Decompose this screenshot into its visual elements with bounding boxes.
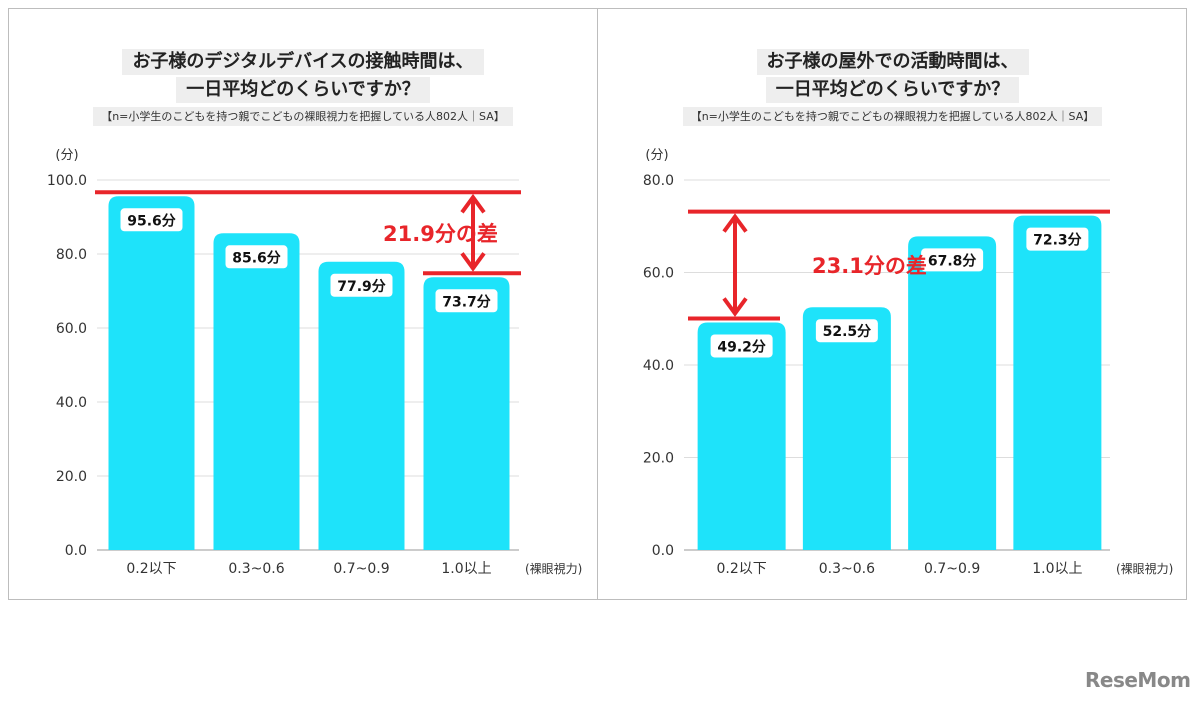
data-label: 95.6分 xyxy=(127,213,176,229)
data-label: 73.7分 xyxy=(442,294,491,310)
data-label-box xyxy=(1026,227,1089,251)
y-tick-label: 100.0 xyxy=(47,173,87,189)
y-tick-label: 20.0 xyxy=(643,451,674,467)
difference-annotation: 21.9分の差 xyxy=(383,222,498,246)
y-axis-label: (分) xyxy=(55,148,78,163)
difference-annotation: 23.1分の差 xyxy=(812,254,927,278)
chart-title-block: お子様の屋外での活動時間は、 一日平均どのくらいですか？ 【n=小学生のこどもを… xyxy=(598,48,1187,126)
data-label: 49.2分 xyxy=(717,339,766,355)
chart-title-line2: 一日平均どのくらいですか？ xyxy=(765,77,1020,103)
data-label-box xyxy=(435,289,498,313)
data-label-box xyxy=(710,334,773,358)
y-tick-label: 40.0 xyxy=(56,395,87,411)
x-axis-label: (裸眼視力) xyxy=(525,561,582,576)
chart-title-block: お子様のデジタルデバイスの接触時間は、 一日平均どのくらいですか？ 【n=小学生… xyxy=(9,48,597,126)
x-tick-label: 0.2以下 xyxy=(716,561,766,577)
y-axis-label: (分) xyxy=(645,148,668,163)
difference-arrow-head-bottom xyxy=(722,297,748,317)
bar-chart-outdoor-activity: (分) 0.0 20.0 40.0 60.0 80.0 49.2分 0.2以下 52.5分 0.3… xyxy=(643,148,1174,577)
bar xyxy=(697,322,786,550)
chart-panel-digital-device: お子様のデジタルデバイスの接触時間は、 一日平均どのくらいですか？ 【n=小学生… xyxy=(9,8,597,600)
resemom-logo: ReseMom xyxy=(1085,668,1191,692)
difference-arrow-head-top xyxy=(722,213,748,233)
y-tick-label: 0.0 xyxy=(652,543,674,559)
difference-arrow-head-top xyxy=(460,193,486,214)
x-tick-label: 0.7~0.9 xyxy=(333,561,389,577)
chart-subtitle: 【n=小学生のこどもを持つ親でこどもの裸眼視力を把握している人802人｜SA】 xyxy=(93,107,513,126)
bar xyxy=(802,307,891,550)
y-tick-label: 60.0 xyxy=(56,321,87,337)
y-tick-label: 20.0 xyxy=(56,469,87,485)
panel-divider xyxy=(597,8,598,600)
y-tick-label: 60.0 xyxy=(643,266,674,282)
x-axis-label: (裸眼視力) xyxy=(1116,561,1173,576)
data-label: 72.3分 xyxy=(1033,233,1082,249)
x-tick-label: 0.2以下 xyxy=(126,561,176,577)
x-tick-label: 1.0以上 xyxy=(1032,561,1082,577)
data-label-box xyxy=(921,248,984,272)
bar xyxy=(213,233,300,550)
chart-title-line1: お子様のデジタルデバイスの接触時間は、 xyxy=(122,49,484,75)
y-tick-label: 0.0 xyxy=(65,543,87,559)
bar xyxy=(108,196,195,550)
y-tick-label: 40.0 xyxy=(643,358,674,374)
x-tick-label: 0.3~0.6 xyxy=(228,561,284,577)
difference-arrow-head-bottom xyxy=(460,252,486,272)
data-label: 77.9分 xyxy=(337,279,386,295)
data-label: 67.8分 xyxy=(928,253,977,269)
bar xyxy=(908,236,997,551)
chart-title-line2: 一日平均どのくらいですか？ xyxy=(176,77,430,103)
y-tick-label: 80.0 xyxy=(643,173,674,189)
chart-subtitle: 【n=小学生のこどもを持つ親でこどもの裸眼視力を把握している人802人｜SA】 xyxy=(682,107,1103,126)
data-label-box xyxy=(225,245,288,269)
data-label-box xyxy=(330,273,393,297)
chart-panel-outdoor-activity: お子様の屋外での活動時間は、 一日平均どのくらいですか？ 【n=小学生のこどもを… xyxy=(598,8,1187,600)
x-tick-label: 0.3~0.6 xyxy=(819,561,875,577)
data-label-box xyxy=(120,208,183,232)
y-tick-label: 80.0 xyxy=(56,247,87,263)
bar xyxy=(318,261,405,550)
chart-title-line1: お子様の屋外での活動時間は、 xyxy=(756,49,1029,75)
bar xyxy=(423,277,510,550)
bar-chart-digital-device: (分) 0.0 20.0 40.0 60.0 80.0 100.0 95.6分 0.2以下 85.… xyxy=(47,148,582,577)
bar xyxy=(1013,215,1102,551)
x-tick-label: 1.0以上 xyxy=(441,561,491,577)
x-tick-label: 0.7~0.9 xyxy=(924,561,980,577)
data-label: 52.5分 xyxy=(823,324,872,340)
data-label-box xyxy=(815,319,878,343)
data-label: 85.6分 xyxy=(232,250,281,266)
